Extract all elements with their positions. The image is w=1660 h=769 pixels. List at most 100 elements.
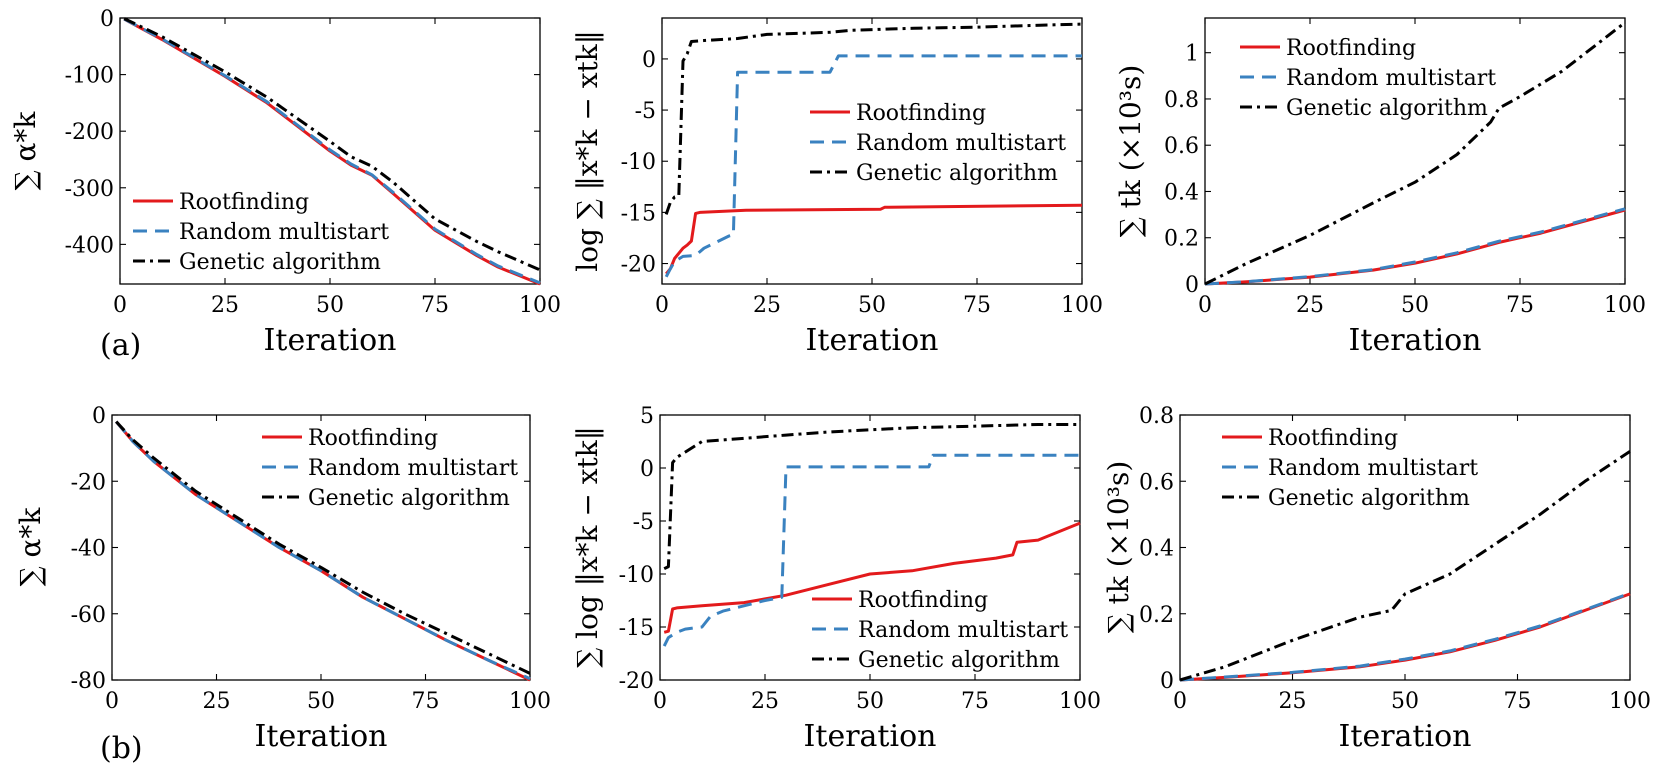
y-axis-label: log ∑ ‖x*k − xtk‖ <box>571 30 604 272</box>
y-tick-label: -100 <box>65 64 114 89</box>
y-axis-label: ∑ α*k <box>14 507 47 587</box>
series-line-genetic <box>115 420 531 675</box>
x-tick-label: 100 <box>519 293 561 318</box>
y-tick-label: 0 <box>1185 273 1199 298</box>
legend: Rootfinding Random multistart Genetic algo… <box>133 190 389 275</box>
x-axis-label: Iteration <box>804 719 937 754</box>
x-axis-label: Iteration <box>806 323 939 358</box>
y-tick-label: -15 <box>621 201 656 226</box>
series-line-genetic <box>664 22 1083 215</box>
x-tick-label: 75 <box>412 689 440 714</box>
y-tick-label: 0 <box>642 48 656 73</box>
x-tick-label: 100 <box>509 689 551 714</box>
x-tick-label: 0 <box>113 293 127 318</box>
legend-label: Genetic algorithm <box>179 250 381 275</box>
chart-b3: 0 25 50 75 100 0 0.2 0.4 0.6 0.8 Iteration ∑ tk (×1… <box>1102 404 1651 754</box>
y-axis-label: ∑ tk (×10³s) <box>1114 65 1147 238</box>
x-tick-label: 50 <box>316 293 344 318</box>
legend-label: Rootfinding <box>1286 36 1416 61</box>
legend-label: Rootfinding <box>856 101 986 126</box>
x-tick-label: 50 <box>1391 689 1419 714</box>
x-tick-label: 25 <box>1296 293 1324 318</box>
x-tick-label: 25 <box>203 689 231 714</box>
y-tick-label: -40 <box>71 537 106 562</box>
x-tick-label: 75 <box>961 689 989 714</box>
x-tick-label: 75 <box>1504 689 1532 714</box>
chart-b1: 0 25 50 75 100 0 -20 -40 -60 -80 Iteration ∑ α*k Roo… <box>14 404 551 754</box>
x-axis-label: Iteration <box>255 719 388 754</box>
x-tick-label: 25 <box>211 293 239 318</box>
x-tick-label: 25 <box>1279 689 1307 714</box>
x-tick-label: 100 <box>1609 689 1651 714</box>
x-tick-label: 0 <box>655 293 669 318</box>
x-tick-label: 100 <box>1059 689 1101 714</box>
x-tick-label: 0 <box>105 689 119 714</box>
panel-label-b: (b) <box>100 731 143 766</box>
x-axis-label: Iteration <box>1339 719 1472 754</box>
y-tick-label: -300 <box>65 177 114 202</box>
y-tick-label: -10 <box>621 150 656 175</box>
panel-label-a: (a) <box>100 328 141 363</box>
y-tick-label: 0 <box>640 457 654 482</box>
y-axis-label: ∑ tk (×10³s) <box>1102 461 1135 634</box>
x-tick-label: 0 <box>653 689 667 714</box>
x-tick-label: 50 <box>856 689 884 714</box>
legend: Rootfinding Random multistart Genetic algo… <box>1222 426 1478 511</box>
legend-label: Rootfinding <box>179 190 309 215</box>
series-line-random <box>662 453 1080 647</box>
legend: Rootfinding Random multistart Genetic algo… <box>1240 36 1496 121</box>
series-line-genetic <box>1179 450 1631 682</box>
series-line-rootfinding <box>1179 592 1631 682</box>
legend-label: Rootfinding <box>1268 426 1398 451</box>
x-axis-label: Iteration <box>264 323 397 358</box>
y-tick-label: 0.4 <box>1139 537 1174 562</box>
legend: Rootfinding Random multistart Genetic algo… <box>262 426 518 511</box>
x-tick-label: 100 <box>1061 293 1103 318</box>
x-tick-label: 75 <box>421 293 449 318</box>
y-tick-label: 0.4 <box>1164 180 1199 205</box>
x-tick-label: 75 <box>1506 293 1534 318</box>
series-line-random <box>664 54 1082 278</box>
y-tick-label: 0.6 <box>1139 470 1174 495</box>
series-line-genetic <box>123 17 541 272</box>
chart-a1: 0 25 50 75 100 0 -100 -200 -300 -400 Iteration ∑ α*… <box>9 7 561 358</box>
legend-label: Genetic algorithm <box>856 161 1058 186</box>
y-tick-label: -20 <box>621 253 656 278</box>
legend: Rootfinding Random multistart Genetic algo… <box>810 101 1066 186</box>
x-tick-label: 25 <box>751 689 779 714</box>
series-line-random <box>123 17 541 285</box>
y-tick-label: -20 <box>71 470 106 495</box>
y-tick-label: -10 <box>619 563 654 588</box>
x-tick-label: 0 <box>1198 293 1212 318</box>
y-tick-label: -60 <box>71 603 106 628</box>
x-tick-label: 75 <box>963 293 991 318</box>
y-tick-label: -15 <box>619 616 654 641</box>
x-tick-label: 50 <box>307 689 335 714</box>
y-axis-label: ∑ log ‖x*k − xtk‖ <box>571 426 604 668</box>
y-tick-label: -80 <box>71 669 106 694</box>
series-line-rootfinding <box>665 203 1083 275</box>
y-tick-label: 5 <box>640 404 654 429</box>
y-tick-label: 0 <box>100 7 114 32</box>
y-axis-label: ∑ α*k <box>9 111 42 191</box>
chart-a3: 0 25 50 75 100 0 0.2 0.4 0.6 0.8 1 Iteration ∑ tk (×… <box>1114 17 1646 358</box>
legend-label: Random multistart <box>858 618 1068 643</box>
y-tick-label: 0 <box>1160 669 1174 694</box>
x-tick-label: 50 <box>858 293 886 318</box>
y-tick-label: -200 <box>65 120 114 145</box>
y-tick-label: -400 <box>65 233 114 258</box>
legend-label: Genetic algorithm <box>1268 486 1470 511</box>
y-tick-label: -5 <box>633 510 654 535</box>
x-tick-label: 25 <box>753 293 781 318</box>
legend-label: Rootfinding <box>308 426 438 451</box>
series-line-random <box>115 420 531 681</box>
y-tick-label: 0.2 <box>1139 603 1174 628</box>
legend-label: Random multistart <box>1286 66 1496 91</box>
x-tick-label: 0 <box>1173 689 1187 714</box>
series-line-random <box>1204 207 1626 286</box>
y-tick-label: 0.8 <box>1164 88 1199 113</box>
y-tick-label: -20 <box>619 669 654 694</box>
legend-label: Rootfinding <box>858 588 988 613</box>
legend-label: Random multistart <box>1268 456 1478 481</box>
